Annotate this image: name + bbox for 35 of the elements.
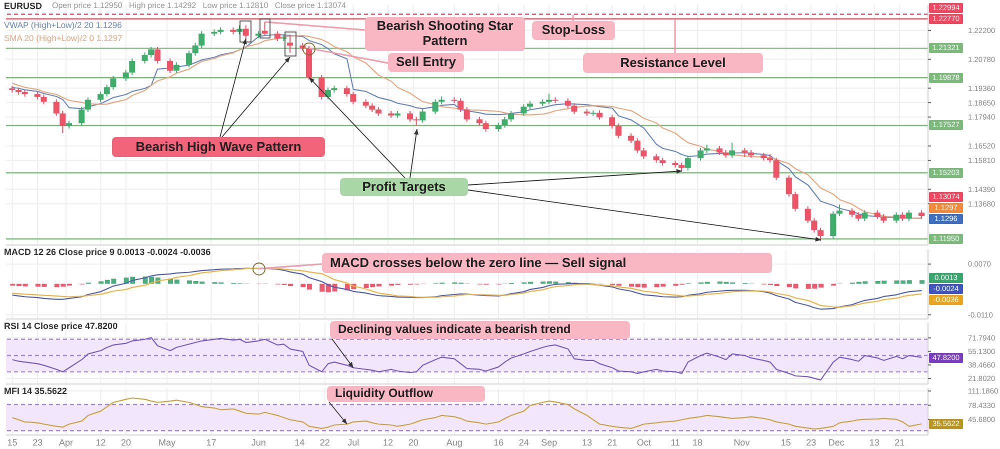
x-tick-label: 11: [670, 437, 680, 448]
x-tick-label: Aug: [446, 437, 462, 448]
chart-subtitle: Open price 1.12950 High price 1.14292 Low price 1.12810 Close price 1.13074: [52, 1, 346, 10]
x-tick-label: 12: [383, 437, 394, 448]
x-tick-label: Jul: [348, 437, 360, 448]
chart-title: MFI 14 35.5622: [4, 386, 68, 396]
x-tick-label: 23: [806, 437, 816, 448]
x-tick-label: Nov: [734, 437, 750, 448]
x-tick-label: 15: [780, 437, 791, 448]
x-tick-label: 23: [32, 437, 43, 448]
x-tick-label: 20: [408, 437, 418, 448]
chart-title: EURUSD: [4, 1, 42, 11]
x-tick-label: 17: [206, 437, 216, 448]
x-tick-label: 21: [894, 437, 905, 448]
x-tick-label: 16: [494, 437, 504, 448]
x-tick-label: Apr: [58, 437, 73, 448]
x-tick-label: Jun: [251, 437, 266, 448]
x-tick-label: Sep: [541, 437, 558, 448]
x-tick-label: 18: [692, 437, 703, 448]
x-tick-label: 15: [7, 437, 18, 448]
x-tick-label: Dec: [828, 437, 845, 448]
x-tick-label: 21: [607, 437, 618, 448]
chart-title: MACD 12 26 Close price 9 0.0013 -0.0024 -0.0036: [4, 247, 211, 257]
text: SMA 20 (High+Low)/2 0 1.1297: [4, 32, 122, 42]
x-tick-label: 12: [96, 437, 106, 448]
x-tick-label: 20: [120, 437, 131, 448]
x-tick-label: 13: [869, 437, 880, 448]
text: VWAP (High+Low)/2 20 1.1296: [4, 20, 122, 30]
x-tick-label: 14: [294, 437, 305, 448]
chart-title: RSI 14 Close price 47.8200: [4, 321, 118, 331]
x-tick-label: Oct: [636, 437, 652, 448]
x-tick-label: 24: [518, 437, 529, 448]
x-tick-label: 22: [320, 437, 330, 448]
x-tick-label: 13: [582, 437, 592, 448]
x-tick-label: May: [158, 437, 176, 448]
